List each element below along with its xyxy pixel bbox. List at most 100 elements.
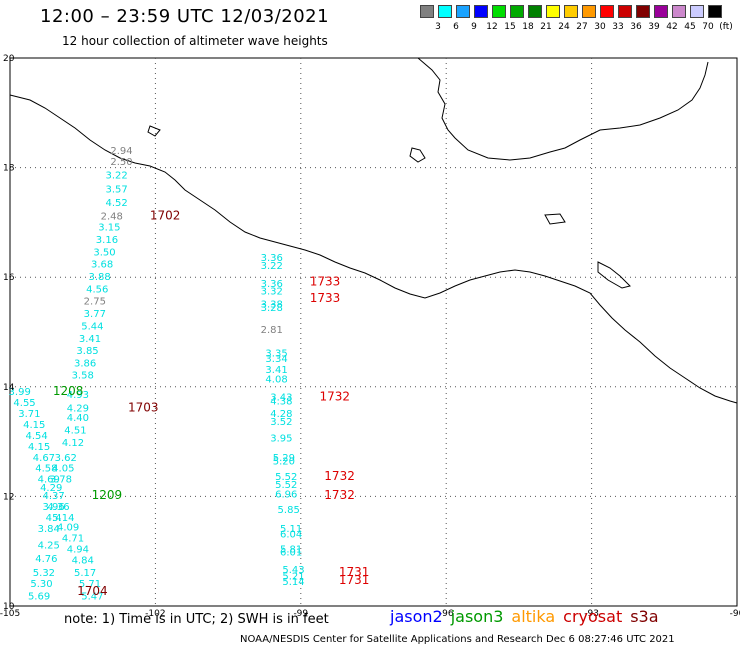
wave-height-value: 4.15 bbox=[28, 442, 50, 453]
color-scale-tick: 18 bbox=[522, 22, 534, 32]
wave-height-value: 3.58 bbox=[72, 371, 94, 382]
wave-height-value: 2.50 bbox=[110, 157, 132, 168]
y-tick-label: 16 bbox=[3, 273, 15, 283]
wave-height-value: 4.29 bbox=[67, 403, 89, 414]
color-swatch bbox=[474, 5, 488, 18]
island-4 bbox=[544, 213, 566, 225]
track-time-label: 1732 bbox=[324, 469, 355, 483]
wave-height-value: 5.69 bbox=[28, 591, 50, 602]
color-scale-tick: 6 bbox=[453, 22, 459, 32]
wave-height-value: 5.43 bbox=[282, 565, 304, 576]
color-scale-tick: 30 bbox=[594, 22, 606, 32]
wave-height-value: 2.81 bbox=[261, 325, 283, 336]
x-tick-label: -99 bbox=[293, 609, 308, 619]
wave-height-value: 4.40 bbox=[67, 413, 89, 424]
wave-height-value: 4.58 bbox=[35, 464, 57, 475]
wave-height-value: 3.36 bbox=[261, 253, 283, 264]
y-tick-label: 12 bbox=[3, 492, 14, 502]
color-swatch bbox=[708, 5, 722, 18]
map-subtitle: 12 hour collection of altimeter wave hei… bbox=[62, 34, 328, 48]
wave-height-value: 3.57 bbox=[105, 184, 127, 195]
wave-height-value: 4.36 bbox=[47, 502, 69, 513]
legend-altika: altika bbox=[511, 607, 556, 626]
track-time-label: 1731 bbox=[339, 565, 370, 579]
legend-cryosat: cryosat bbox=[563, 607, 623, 626]
y-tick-label: 14 bbox=[3, 383, 15, 393]
wave-height-values: 2.942.50 3.22 3.57 4.52 2.483.153.163.503.68… bbox=[9, 146, 305, 603]
x-tick-label: -105 bbox=[0, 609, 20, 619]
wave-height-value: 4.28 bbox=[270, 409, 292, 420]
wave-height-value: 4.52 bbox=[105, 198, 127, 209]
axis-labels: -105 -102 -99 -96 -93 -90 20 18 16 14 12 10 bbox=[0, 54, 740, 619]
wave-height-value: 4.56 bbox=[86, 285, 108, 296]
color-swatch bbox=[672, 5, 686, 18]
color-swatch bbox=[600, 5, 614, 18]
wave-height-value: 2.94 bbox=[110, 146, 132, 157]
wave-height-value: 3.50 bbox=[93, 247, 115, 258]
legend-s3a: s3a bbox=[630, 607, 659, 626]
wave-height-value: 4.08 bbox=[265, 374, 287, 385]
track-time-label: 1731 bbox=[339, 573, 370, 587]
wave-height-value: 6.96 bbox=[275, 489, 297, 500]
wave-height-value: 5.47 bbox=[81, 591, 103, 602]
wave-height-value: 3.85 bbox=[76, 346, 98, 357]
color-swatch bbox=[654, 5, 668, 18]
wave-height-value: 4.84 bbox=[72, 555, 94, 566]
color-scale-unit: (ft) bbox=[719, 22, 733, 32]
wave-height-value: 5.44 bbox=[81, 321, 103, 332]
wave-height-value: 4.69 bbox=[38, 475, 60, 486]
wave-height-value: 5.21 bbox=[282, 572, 304, 583]
legend-jason2: jason2 bbox=[390, 607, 443, 626]
wave-height-value: 5.71 bbox=[79, 579, 101, 590]
y-tick-label: 10 bbox=[3, 602, 15, 612]
wave-height-value: 3.88 bbox=[89, 272, 111, 283]
wave-height-value: 4.15 bbox=[23, 420, 45, 431]
wave-height-value: 5.81 bbox=[280, 544, 302, 555]
y-tick-label: 20 bbox=[3, 54, 15, 64]
mexico-pacific-coast bbox=[9, 94, 738, 404]
color-swatch bbox=[690, 5, 704, 18]
wave-height-value: 3.38 bbox=[261, 299, 283, 310]
x-tick-label: -96 bbox=[439, 609, 454, 619]
wave-height-value: 3.32 bbox=[261, 287, 283, 298]
wave-height-value: 3.71 bbox=[18, 409, 40, 420]
track-time-label: 1733 bbox=[310, 274, 341, 288]
color-swatch bbox=[564, 5, 578, 18]
coastline bbox=[9, 57, 738, 404]
color-scale-tick: 39 bbox=[648, 22, 660, 32]
wave-height-value: 5.20 bbox=[273, 457, 295, 468]
map-frame bbox=[9, 57, 738, 607]
track-time-label: 1732 bbox=[324, 488, 355, 502]
wave-height-value: 3.34 bbox=[265, 354, 287, 365]
wave-height-value: 4.12 bbox=[62, 438, 84, 449]
color-scale-tick: 21 bbox=[540, 22, 552, 32]
color-scale-tick: 42 bbox=[666, 22, 678, 32]
wave-height-value: 5.32 bbox=[33, 568, 55, 579]
color-scale-tick: 70 bbox=[702, 22, 714, 32]
track-time-label: 1732 bbox=[319, 390, 350, 404]
wave-height-value: 5.17 bbox=[74, 568, 96, 579]
wave-height-value: 3.35 bbox=[265, 349, 287, 360]
legend-jason3: jason3 bbox=[450, 607, 504, 626]
wave-height-value: 5.14 bbox=[282, 577, 304, 588]
wave-height-value: 3.22 bbox=[261, 261, 283, 272]
track-time-label: 1702 bbox=[150, 209, 181, 223]
wave-height-value: 5.52 bbox=[275, 480, 297, 491]
wave-height-value: 4.05 bbox=[52, 464, 74, 475]
wave-height-value: 3.28 bbox=[261, 303, 283, 314]
track-labels: 1208 1209 1702 1703 1704 1733 1733 1732 1732 1732… bbox=[53, 209, 370, 598]
wave-height-value: 4.38 bbox=[270, 396, 292, 407]
color-swatch bbox=[546, 5, 560, 18]
graticule bbox=[10, 58, 737, 606]
wave-height-value: 2.75 bbox=[84, 297, 106, 308]
color-swatch bbox=[618, 5, 632, 18]
y-tick-label: 18 bbox=[3, 164, 15, 174]
wave-height-value: 5.30 bbox=[30, 579, 52, 590]
wave-height-value: 3.78 bbox=[50, 475, 72, 486]
units-note: note: 1) Time is in UTC; 2) SWH is in fe… bbox=[64, 612, 329, 627]
wave-height-value: 3.41 bbox=[265, 365, 287, 376]
wave-height-value: 4.94 bbox=[67, 544, 89, 555]
wave-height-value: 3.96 bbox=[42, 502, 64, 513]
wave-height-value: 3.84 bbox=[38, 524, 60, 535]
